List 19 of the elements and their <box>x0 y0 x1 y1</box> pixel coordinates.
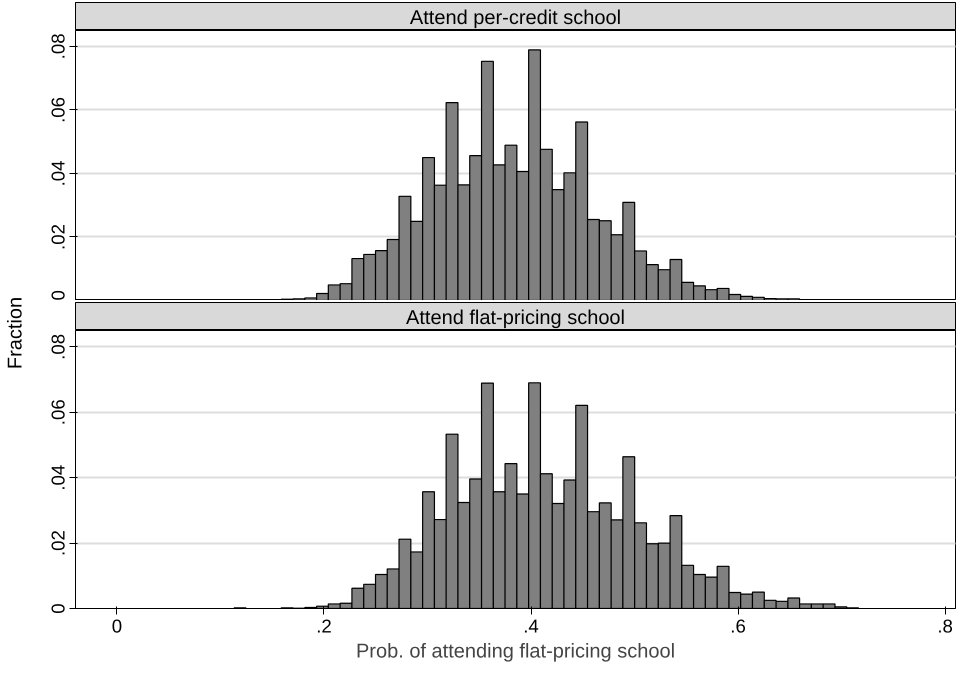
x-tick-label: .6 <box>730 616 746 636</box>
y-tick-label: .02 <box>48 530 68 556</box>
chart-title: Attend flat-pricing school <box>406 306 626 329</box>
y-tick-label: .08 <box>48 33 68 60</box>
y-tick-label: .04 <box>48 464 68 491</box>
y-axis-title: Fraction <box>4 296 26 370</box>
x-tick-label: 0 <box>112 616 122 636</box>
x-tick-label: .4 <box>523 616 539 636</box>
x-tick-label: .8 <box>937 616 953 636</box>
y-tick-label: .08 <box>48 334 68 360</box>
y-tick-label: .06 <box>48 96 68 123</box>
x-tick-label: .2 <box>316 616 332 636</box>
x-axis-title: Prob. of attending flat-pricing school <box>356 640 676 662</box>
y-tick-label: .06 <box>48 399 68 426</box>
y-tick-label: .04 <box>48 160 68 186</box>
y-tick-label: 0 <box>48 603 68 614</box>
y-tick-label: 0 <box>48 290 68 300</box>
y-tick-label: .02 <box>48 224 68 250</box>
chart-title: Attend per-credit school <box>410 6 622 29</box>
